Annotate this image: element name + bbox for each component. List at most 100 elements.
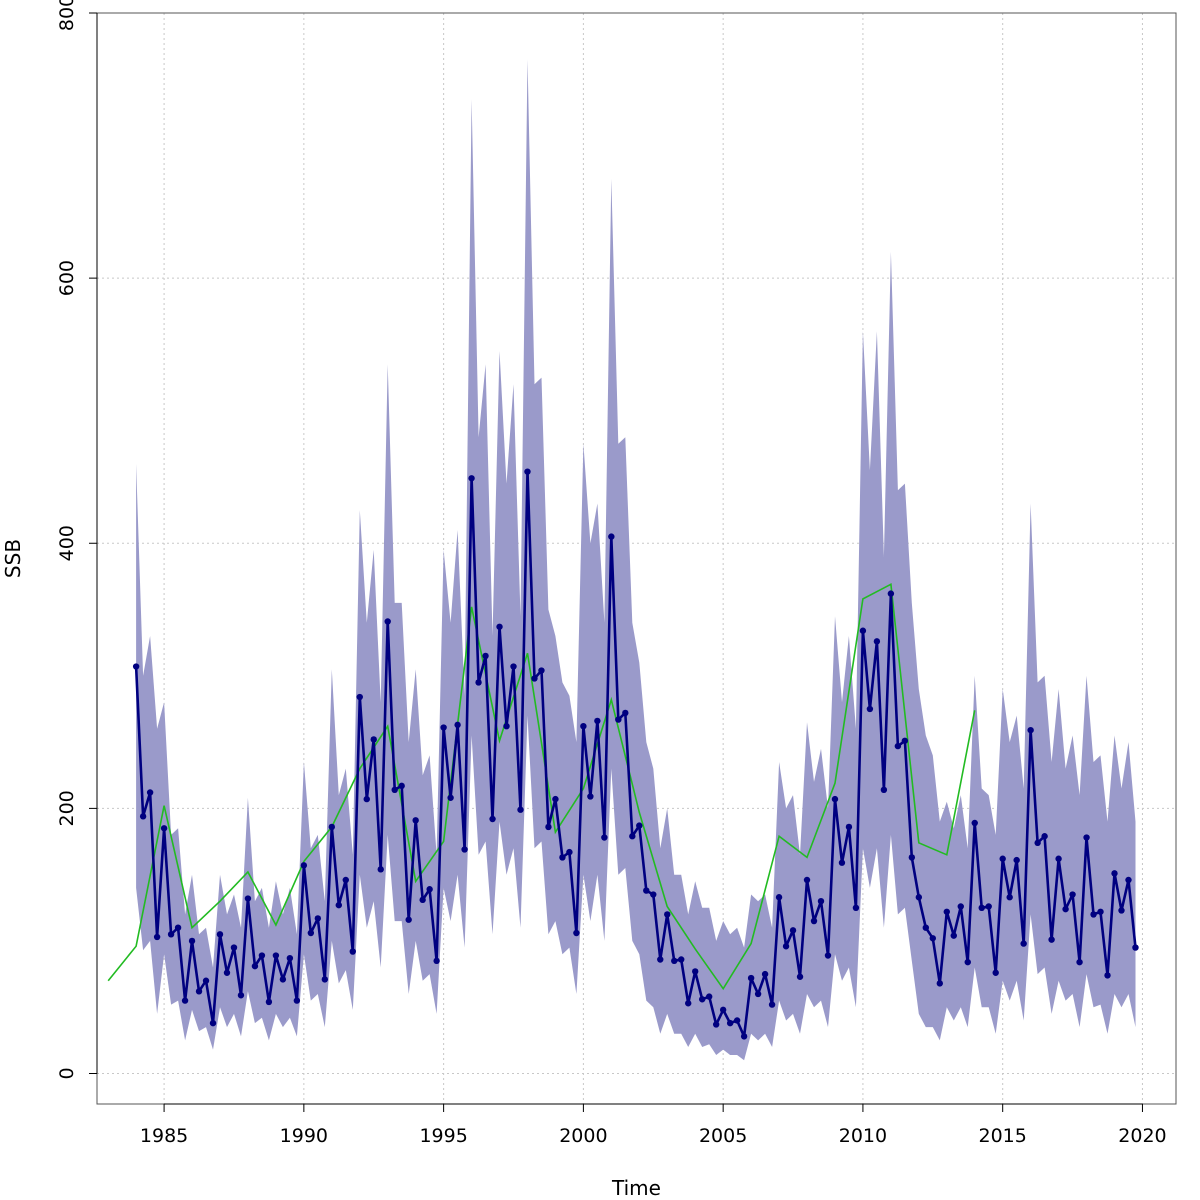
estimate-point [559,854,566,861]
estimate-point [1083,834,1090,841]
estimate-point [1125,876,1132,884]
estimate-point [321,976,329,983]
estimate-point [782,943,790,950]
estimate-point [768,1001,776,1008]
series-lines-layer [107,470,1137,1038]
estimate-point [167,931,175,938]
estimate-point [468,475,475,482]
estimate-point [643,887,650,894]
estimate-point [831,795,839,803]
estimate-point [992,969,999,976]
estimate-point [887,590,895,597]
estimate-point [726,1019,734,1027]
estimate-point [838,859,846,866]
y-tick-label: 800 [56,0,78,31]
estimate-point [803,876,811,884]
estimate-point [426,886,433,893]
estimate-point [845,823,853,831]
estimate-point [328,823,336,831]
estimate-point [608,533,615,540]
estimate-point [307,929,315,937]
estimate-point [880,786,888,794]
estimate-point [1076,958,1083,966]
estimate-point [202,977,210,984]
estimate-point [398,782,405,790]
estimate-point [230,944,238,951]
estimate-point [447,794,454,801]
estimate-point [1118,907,1125,914]
estimate-point [300,862,308,869]
estimate-point [929,935,937,942]
estimate-point [671,957,678,965]
estimate-point [566,848,573,856]
x-tick-label: 2000 [559,1125,607,1147]
estimate-point [964,958,971,966]
estimate-point [915,894,923,901]
estimate-point [160,825,168,832]
estimate-point [1020,940,1027,947]
estimate-point [1006,894,1013,901]
estimate-point [657,956,664,963]
estimate-point [258,952,266,959]
y-axis-title: SSB [1,539,25,578]
estimate-point [391,786,398,794]
estimate-point [132,663,140,670]
estimate-point [824,952,832,959]
estimate-point [503,722,510,730]
estimate-point [1104,972,1111,979]
estimate-point [908,854,916,861]
estimate-point [1041,833,1048,840]
estimate-point [985,903,992,910]
estimate-point [356,693,363,701]
estimate-point [475,679,482,686]
estimate-point [433,957,440,965]
estimate-point [349,948,356,955]
estimate-point [796,973,804,980]
estimate-point [894,742,902,750]
estimate-point [314,915,322,922]
estimate-point [286,954,294,962]
estimate-point [999,855,1006,862]
estimate-point [615,716,622,723]
estimate-point [747,974,755,982]
estimate-point [517,806,524,813]
estimate-point [719,1006,727,1014]
estimate-point [1027,726,1034,734]
estimate-point [412,817,419,824]
estimate-point [510,663,517,670]
estimate-point [950,932,957,939]
estimate-point [363,795,370,803]
x-tick-label: 2010 [839,1125,887,1147]
estimate-point [489,815,496,823]
estimate-point [1062,905,1069,913]
estimate-point [601,834,608,841]
estimate-point [272,952,280,959]
estimate-point [936,980,943,987]
x-tick-label: 1995 [419,1125,467,1147]
estimate-point [1132,944,1139,951]
estimate-point [384,618,391,625]
observed-series-line [107,583,976,991]
estimate-point [664,911,671,918]
estimate-series-line [134,470,1137,1038]
estimate-point [153,933,161,941]
estimate-point [957,903,964,910]
estimate-point [692,968,699,975]
estimate-point [754,990,762,998]
estimate-point [531,675,538,682]
y-tick-label: 0 [56,1067,78,1079]
y-tick-label: 400 [56,525,78,561]
estimate-point [454,721,461,729]
estimate-point [377,866,384,873]
x-tick-label: 1990 [280,1125,328,1147]
estimate-point [545,823,552,831]
estimate-point [1055,855,1062,862]
estimate-point [678,956,685,963]
estimate-point [1034,839,1041,847]
estimate-point [901,737,909,744]
confidence-band [136,59,1136,1061]
estimate-point [622,709,629,717]
x-tick-label: 2020 [1118,1125,1166,1147]
estimate-point [174,924,182,931]
estimate-point [1111,870,1118,877]
